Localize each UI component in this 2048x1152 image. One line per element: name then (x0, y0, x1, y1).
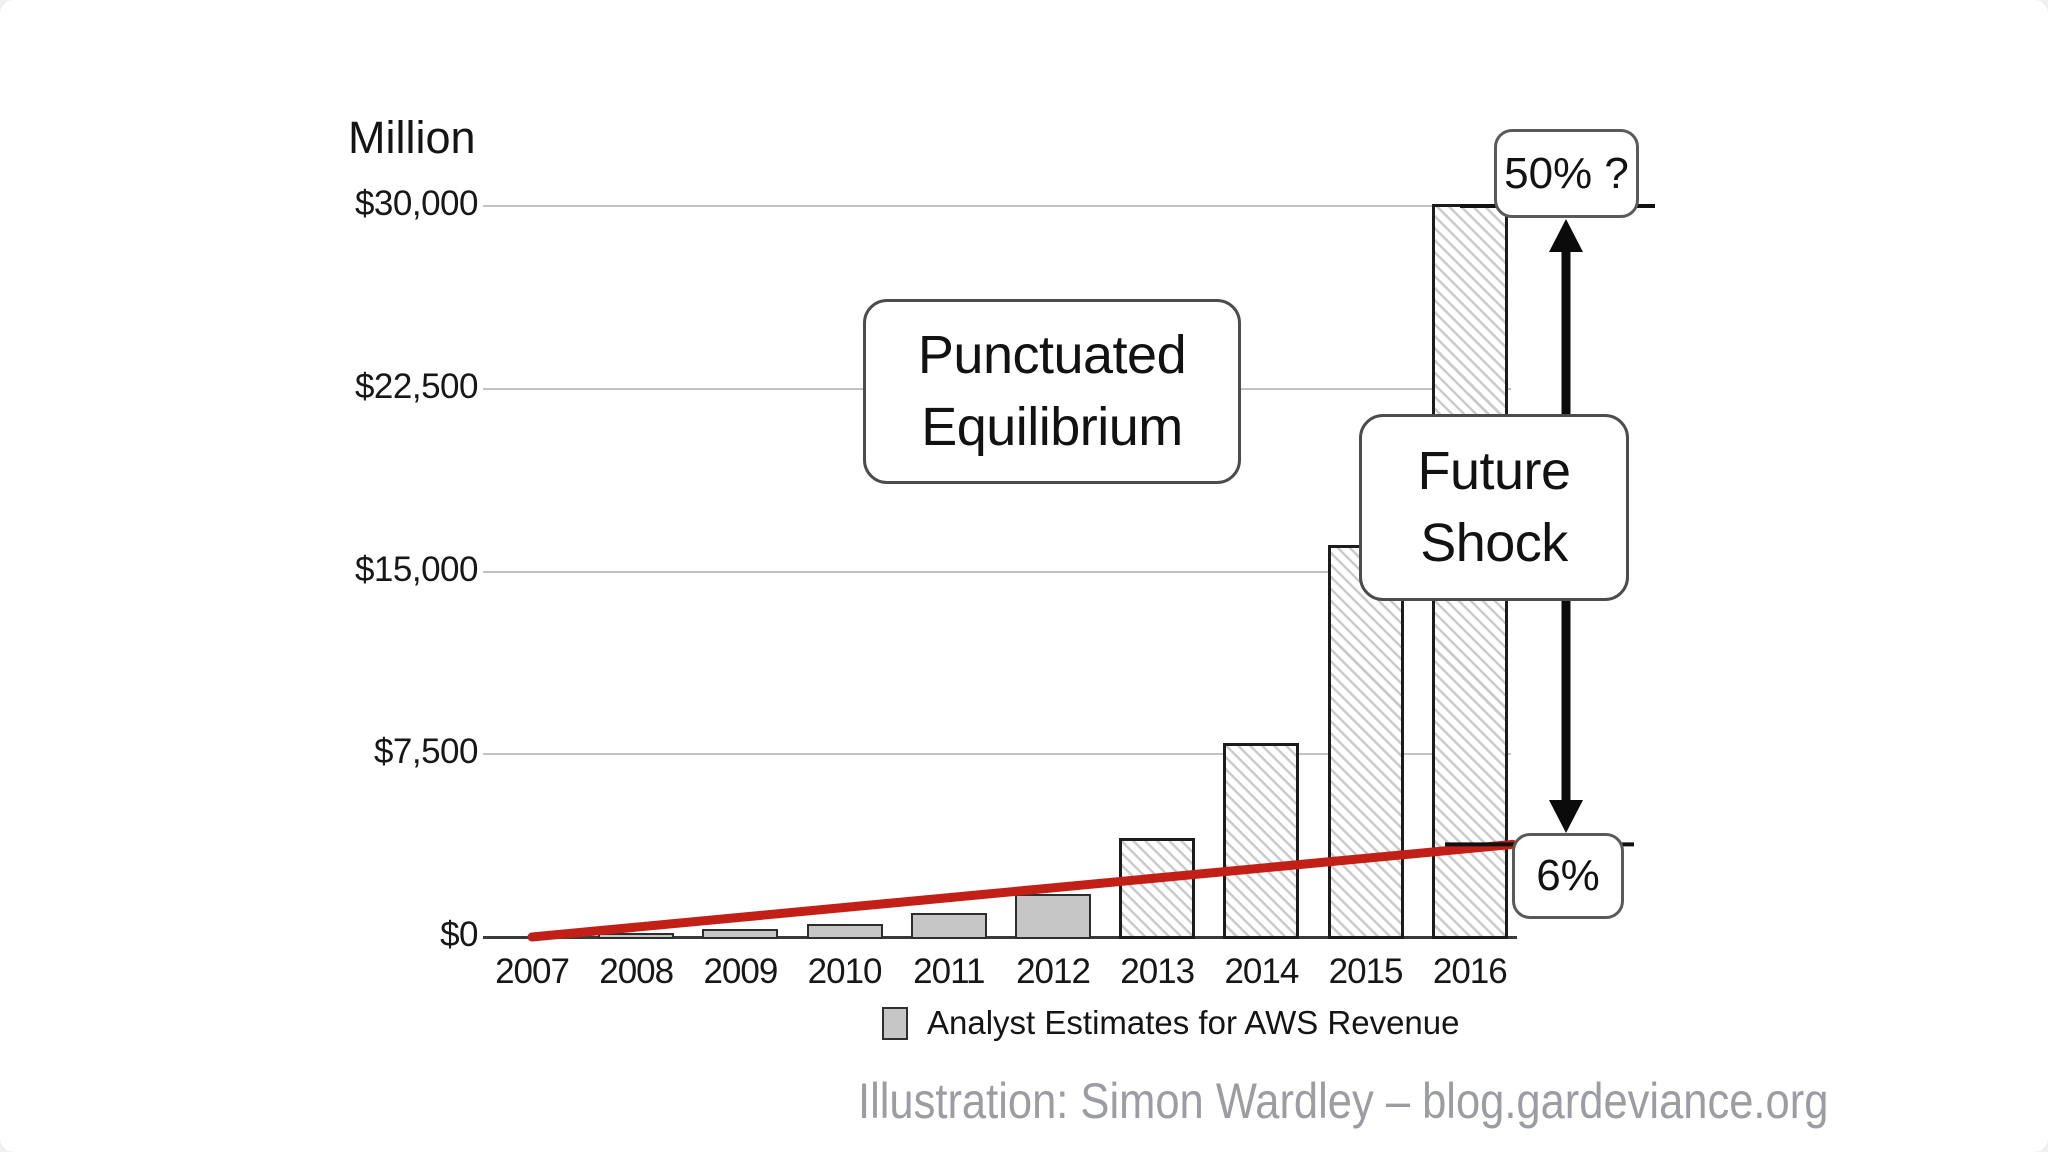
bar-2014 (1223, 742, 1300, 939)
y-tick-label-0: $0 (440, 915, 478, 954)
punctuated-line1: Punctuated (917, 325, 1187, 386)
bar-2013 (1119, 837, 1196, 939)
y-tick-label-7500: $7,500 (373, 732, 479, 772)
x-tick-label-2012: 2012 (1016, 952, 1091, 991)
bar-2008 (598, 932, 675, 939)
growth-high-label: 50% ? (1504, 148, 1629, 198)
x-tick-label-2008: 2008 (599, 952, 674, 991)
legend-swatch-icon (882, 1006, 908, 1040)
bar-2009 (702, 928, 779, 939)
future-shock-line1: Future (1417, 441, 1571, 502)
gridline-15000 (483, 570, 1511, 573)
growth-low-label: 6% (1536, 851, 1600, 900)
gridline-7500 (483, 753, 1511, 756)
future-shock-line2: Shock (1420, 512, 1568, 573)
y-tick-label-22500: $22,500 (354, 366, 479, 406)
x-tick-label-2009: 2009 (703, 952, 778, 991)
bar-2011 (910, 913, 987, 939)
x-tick-label-2010: 2010 (807, 952, 883, 991)
punctuated-line2: Equilibrium (921, 396, 1183, 457)
gridline-30000 (483, 205, 1511, 207)
x-tick-label-2007: 2007 (495, 952, 570, 991)
y-axis-unit-label: Million (348, 112, 476, 163)
x-tick-label-2015: 2015 (1328, 952, 1404, 991)
x-tick-label-2011: 2011 (913, 952, 985, 991)
y-tick-label-30000: $30,000 (354, 184, 479, 223)
x-tick-label-2016: 2016 (1432, 952, 1508, 991)
growth-low-callout: 6% (1512, 833, 1624, 919)
bar-2012 (1015, 893, 1091, 939)
legend: Analyst Estimates for AWS Revenue (882, 1004, 1460, 1042)
x-tick-label-2013: 2013 (1120, 952, 1195, 991)
bar-2010 (806, 924, 883, 939)
legend-label: Analyst Estimates for AWS Revenue (927, 1004, 1460, 1041)
punctuated-equilibrium-callout: Punctuated Equilibrium (863, 299, 1241, 484)
growth-high-callout: 50% ? (1494, 129, 1639, 218)
y-tick-label-15000: $15,000 (354, 549, 479, 589)
x-tick-label-2014: 2014 (1224, 952, 1299, 991)
attribution-text: Illustration: Simon Wardley – blog.garde… (858, 1073, 1829, 1129)
future-shock-callout: Future Shock (1359, 414, 1629, 601)
bar-2015 (1327, 545, 1404, 939)
